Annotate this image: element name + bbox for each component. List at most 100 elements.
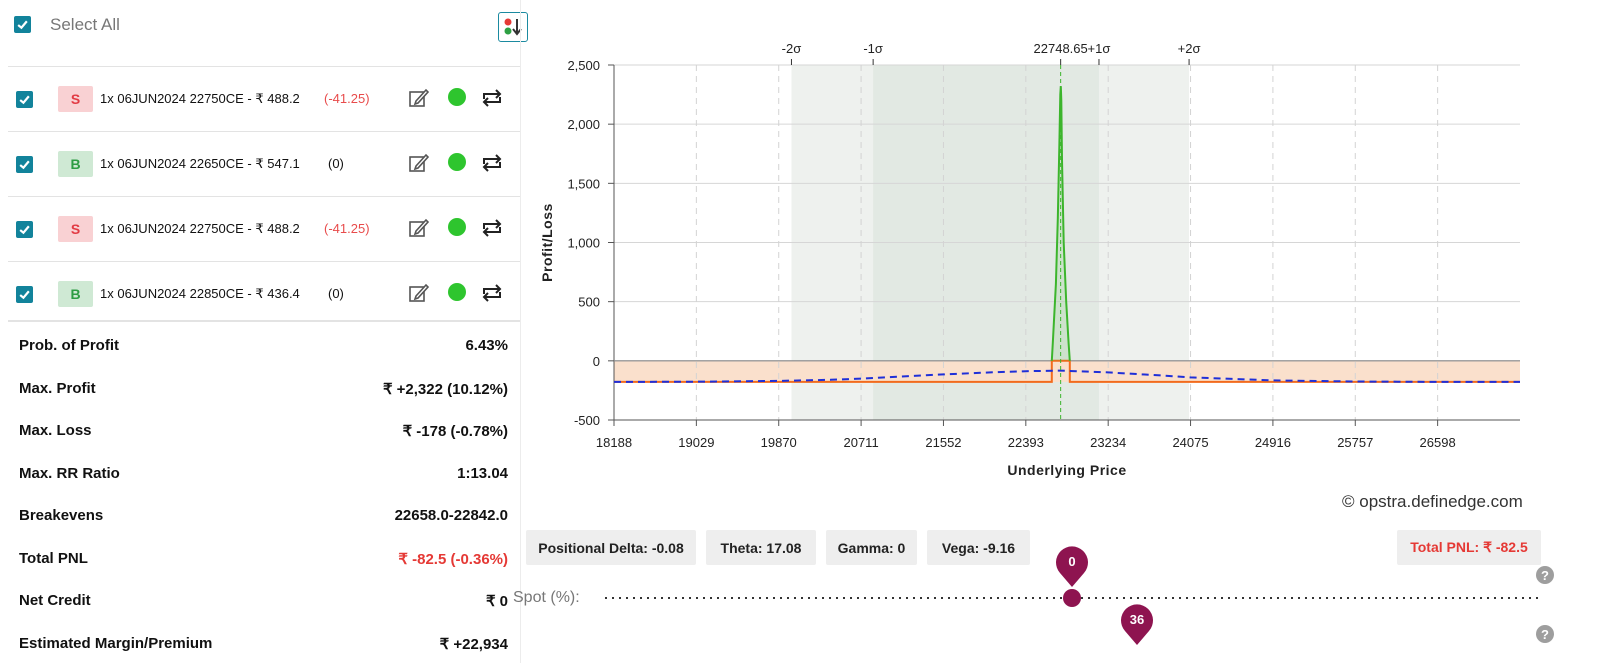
watermark: © opstra.definedge.com — [1342, 492, 1523, 512]
x-tick-label: 20711 — [843, 435, 878, 450]
days-value-text: 36 — [1130, 612, 1144, 627]
spot-value-text: 0 — [1068, 554, 1075, 569]
leg-description: 1x 06JUN2024 22850CE - ₹ 436.4 — [100, 286, 300, 301]
edit-icon[interactable] — [408, 282, 430, 304]
leg-change: (0) — [328, 156, 344, 171]
y-axis-title: Profit/Loss — [539, 203, 555, 282]
sigma-label: +2σ — [1178, 41, 1201, 56]
stat-value: 1:13.04 — [457, 464, 508, 482]
select-all-checkbox[interactable] — [14, 16, 31, 33]
stat-label: Total PNL — [19, 549, 88, 567]
x-tick-label: 24075 — [1172, 435, 1208, 450]
x-tick-label: 25757 — [1337, 435, 1373, 450]
check-icon — [19, 290, 30, 300]
leg-change: (0) — [328, 286, 344, 301]
x-tick-label: 24916 — [1255, 435, 1291, 450]
stat-value: ₹ -82.5 (-0.36%) — [398, 550, 508, 568]
sigma-label: +1σ — [1088, 41, 1111, 56]
status-dot — [448, 283, 466, 301]
spot-slider-handle[interactable] — [1063, 589, 1081, 607]
stat-row: Net Credit ₹ 0 — [8, 577, 520, 620]
x-tick-label: 26598 — [1420, 435, 1456, 450]
buy-badge[interactable]: B — [58, 281, 93, 307]
leg-checkbox[interactable] — [16, 156, 33, 173]
y-tick-label: 1,000 — [567, 236, 600, 251]
stat-value: ₹ -178 (-0.78%) — [402, 423, 508, 440]
stat-label: Max. Profit — [19, 379, 96, 397]
stat-label: Max. Loss — [19, 422, 92, 439]
check-icon — [19, 225, 30, 235]
leg-row: B 1x 06JUN2024 22850CE - ₹ 436.4 (0) — [8, 261, 520, 326]
y-tick-label: -500 — [574, 413, 600, 428]
check-icon — [19, 95, 30, 105]
sell-badge[interactable]: S — [58, 216, 93, 242]
y-tick-label: 0 — [593, 354, 600, 369]
sort-button[interactable] — [498, 12, 528, 42]
status-dot — [448, 153, 466, 171]
payoff-chart[interactable]: -500 0 500 1,000 1,500 2,000 2,500 18188 19029 19… — [530, 30, 1530, 490]
leg-change: (-41.25) — [324, 221, 370, 236]
y-tick-label: 500 — [578, 295, 600, 310]
stat-label: Net Credit — [19, 592, 91, 609]
theta-chip: Theta: 17.08 — [706, 530, 816, 565]
stats-table: Prob. of Profit 6.43% Max. Profit ₹ +2,322… — [8, 320, 520, 662]
leg-row: B 1x 06JUN2024 22650CE - ₹ 547.1 (0) — [8, 131, 520, 196]
stat-value: 22658.0-22842.0 — [394, 507, 508, 524]
gamma-chip: Gamma: 0 — [826, 530, 917, 565]
stat-row: Max. RR Ratio 1:13.04 — [8, 450, 520, 493]
sigma-label: -1σ — [863, 41, 883, 56]
leg-row: S 1x 06JUN2024 22750CE - ₹ 488.2 (-41.25… — [8, 66, 520, 131]
stat-row: Max. Loss ₹ -178 (-0.78%) — [8, 407, 520, 450]
leg-change: (-41.25) — [324, 91, 370, 106]
swap-icon[interactable] — [480, 282, 504, 304]
check-icon — [17, 20, 28, 30]
leg-checkbox[interactable] — [16, 91, 33, 108]
x-tick-label: 23234 — [1090, 435, 1126, 450]
copyright-icon: © — [1342, 492, 1355, 511]
y-tick-label: 2,500 — [567, 58, 600, 73]
help-icon[interactable]: ? — [1536, 625, 1554, 643]
stat-label: Max. RR Ratio — [19, 464, 120, 482]
stat-row: Estimated Margin/Premium ₹ +22,934 — [8, 620, 520, 663]
edit-icon[interactable] — [408, 87, 430, 109]
status-dot — [448, 88, 466, 106]
x-tick-label: 21552 — [925, 435, 961, 450]
leg-description: 1x 06JUN2024 22750CE - ₹ 488.2 — [100, 91, 300, 106]
days-value-pin[interactable]: 36 — [1120, 603, 1154, 647]
spot-slider-track[interactable] — [605, 596, 1539, 600]
stat-row: Prob. of Profit 6.43% — [8, 322, 520, 365]
edit-icon[interactable] — [408, 217, 430, 239]
swap-icon[interactable] — [480, 87, 504, 109]
stat-label: Estimated Margin/Premium — [19, 634, 213, 652]
stat-value: ₹ 0 — [485, 593, 508, 610]
total-pnl-chip: Total PNL: ₹ -82.5 — [1397, 530, 1541, 565]
help-icon[interactable]: ? — [1536, 566, 1554, 584]
leg-checkbox[interactable] — [16, 221, 33, 238]
swap-icon[interactable] — [480, 152, 504, 174]
x-tick-label: 19029 — [678, 435, 714, 450]
leg-checkbox[interactable] — [16, 286, 33, 303]
loss-region — [614, 360, 1520, 382]
sell-badge[interactable]: S — [58, 86, 93, 112]
x-tick-label: 19870 — [761, 435, 797, 450]
series-line-target — [613, 369, 1520, 383]
positions-panel: Select All S 1x 06JUN2024 22750CE - ₹ 48… — [8, 0, 528, 663]
spot-slider-label: Spot (%): — [513, 589, 580, 606]
leg-description: 1x 06JUN2024 22650CE - ₹ 547.1 — [100, 156, 300, 171]
swap-icon[interactable] — [480, 217, 504, 239]
leg-row: S 1x 06JUN2024 22750CE - ₹ 488.2 (-41.25… — [8, 196, 520, 261]
stat-row: Max. Profit ₹ +2,322 (10.12%) — [8, 365, 520, 408]
stat-row: Total PNL ₹ -82.5 (-0.36%) — [8, 535, 520, 578]
sigma-label: 22748.65 — [1034, 41, 1088, 56]
panel-divider — [520, 0, 521, 663]
check-icon — [19, 160, 30, 170]
stat-value: 6.43% — [465, 337, 508, 354]
stat-value: ₹ +22,934 — [439, 635, 508, 653]
watermark-text: opstra.definedge.com — [1359, 492, 1523, 511]
edit-icon[interactable] — [408, 152, 430, 174]
legs-list: S 1x 06JUN2024 22750CE - ₹ 488.2 (-41.25… — [8, 66, 520, 326]
buy-badge[interactable]: B — [58, 151, 93, 177]
x-axis-title: Underlying Price — [1007, 462, 1126, 478]
y-tick-label: 2,000 — [567, 117, 600, 132]
vega-chip: Vega: -9.16 — [927, 530, 1030, 565]
